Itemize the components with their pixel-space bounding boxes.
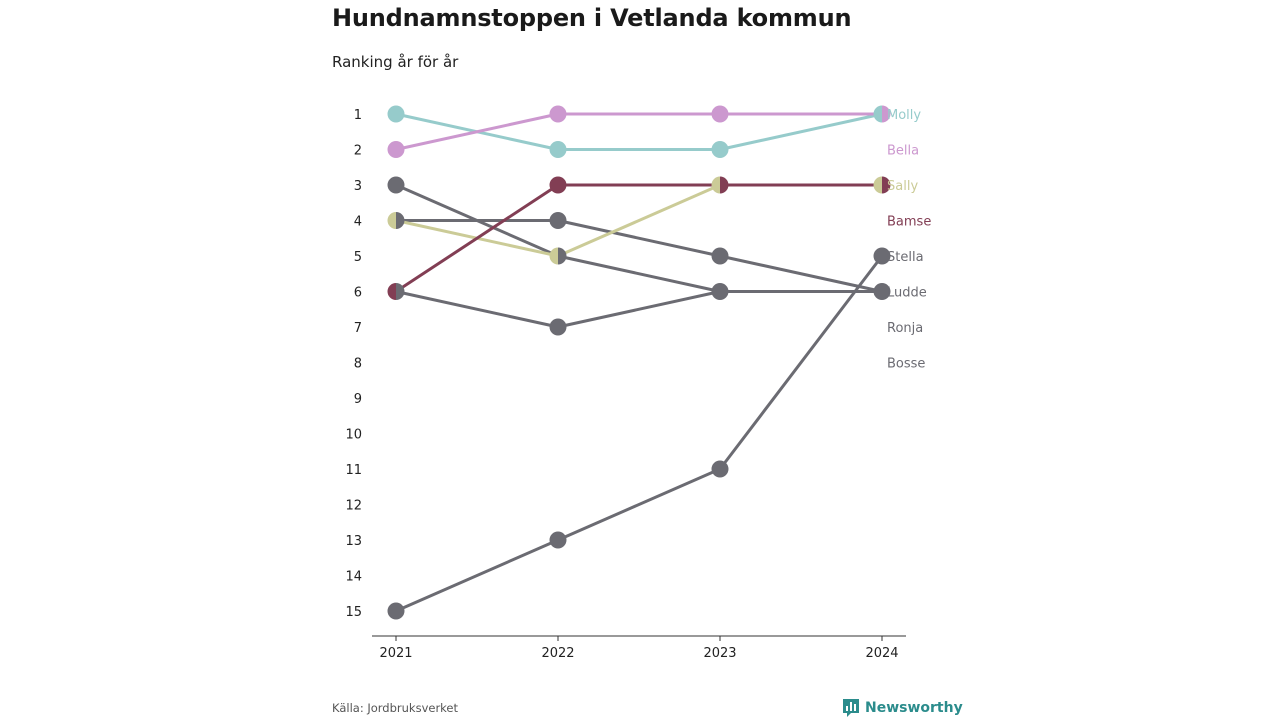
point-bamse: [549, 176, 567, 194]
series-label-bamse: Bamse: [887, 215, 931, 230]
point-sally: [387, 212, 396, 229]
y-tick-label: 5: [354, 250, 362, 265]
y-tick-label: 7: [354, 321, 362, 336]
y-tick-label: 10: [345, 428, 362, 443]
series-label-bosse: Bosse: [887, 357, 925, 372]
series-line-bamse: [394, 183, 884, 293]
brand-name: Newsworthy: [865, 700, 963, 716]
newsworthy-logo-icon: [843, 699, 859, 717]
point-ronja: [396, 212, 405, 229]
series-line-stella: [394, 254, 884, 613]
y-tick-label: 11: [345, 463, 362, 478]
y-tick-label: 13: [345, 534, 362, 549]
y-tick-label: 3: [354, 179, 362, 194]
point-stella: [711, 460, 729, 478]
point-stella: [873, 247, 891, 265]
x-tick-label: 2022: [541, 646, 574, 661]
series-line-bosse: [394, 290, 884, 329]
y-tick-label: 1: [354, 108, 362, 123]
point-bella: [549, 105, 567, 123]
y-tick-label: 12: [345, 499, 362, 514]
point-bella: [387, 141, 405, 158]
chart-subtitle: Ranking år för år: [332, 53, 459, 71]
point-ludde: [387, 176, 405, 194]
series-label-stella: Stella: [887, 250, 924, 265]
x-tick-label: 2023: [703, 646, 736, 661]
source-note: Källa: Jordbruksverket: [332, 701, 459, 715]
point-sally: [711, 176, 720, 194]
chart-title: Hundnamnstoppen i Vetlanda kommun: [332, 4, 852, 32]
series-label-ronja: Ronja: [887, 321, 923, 336]
series-label-molly: Molly: [887, 108, 921, 123]
x-tick-label: 2021: [379, 646, 412, 661]
point-ludde: [558, 247, 567, 265]
point-stella: [549, 531, 567, 549]
point-molly: [873, 105, 882, 123]
series-line-bella: [394, 112, 884, 151]
point-sally: [549, 247, 558, 265]
point-bamse: [387, 283, 396, 300]
point-ludde: [711, 283, 729, 300]
point-bosse: [396, 283, 405, 300]
point-ludde: [873, 283, 891, 300]
y-tick-label: 9: [354, 392, 362, 407]
y-tick-label: 2: [354, 144, 362, 159]
point-molly: [387, 105, 405, 123]
series-label-ludde: Ludde: [887, 286, 927, 301]
series-label-bella: Bella: [887, 144, 919, 159]
y-tick-label: 8: [354, 357, 362, 372]
point-stella: [387, 602, 405, 620]
point-bella: [882, 105, 891, 123]
point-bosse: [549, 318, 567, 336]
point-molly: [711, 141, 729, 158]
brand[interactable]: Newsworthy: [842, 698, 963, 718]
series-line-molly: [394, 112, 884, 151]
y-tick-label: 4: [354, 215, 362, 230]
point-sally: [873, 176, 882, 194]
y-tick-label: 6: [354, 286, 362, 301]
point-bella: [711, 105, 729, 123]
series-label-sally: Sally: [887, 179, 918, 194]
point-bamse: [882, 176, 891, 194]
point-ronja: [549, 212, 567, 229]
point-molly: [549, 141, 567, 158]
series-line-ronja: [394, 219, 884, 293]
y-tick-label: 15: [345, 605, 362, 620]
point-ronja: [711, 247, 729, 265]
x-tick-label: 2024: [865, 646, 898, 661]
point-bamse: [720, 176, 729, 194]
y-tick-label: 14: [345, 570, 362, 585]
